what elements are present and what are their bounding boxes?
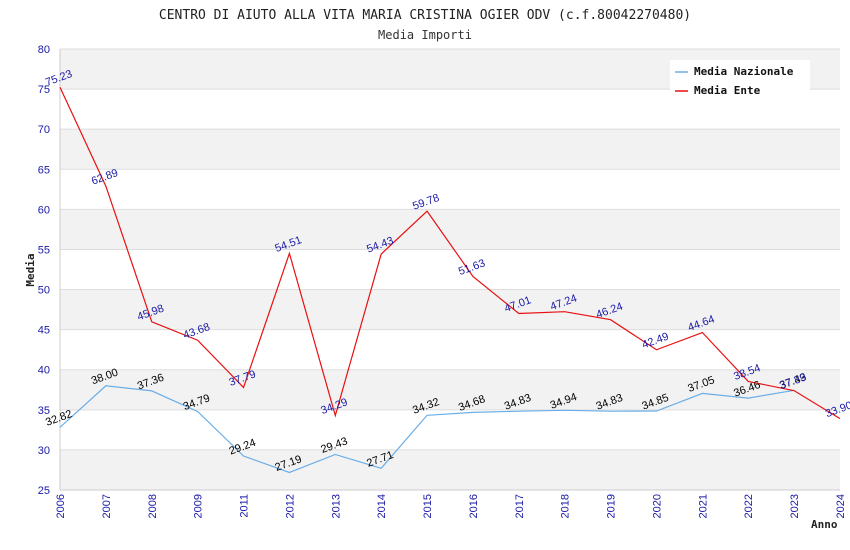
x-tick-label: 2024: [835, 494, 847, 518]
y-tick-label: 65: [38, 164, 50, 176]
x-tick-label: 2018: [560, 494, 572, 518]
x-tick-label: 2017: [514, 494, 526, 518]
x-tick-label: 2019: [606, 494, 618, 518]
x-tick-label: 2022: [743, 494, 755, 518]
x-tick-label: 2014: [376, 494, 388, 518]
x-tick-label: 2016: [468, 494, 480, 518]
gridlines: [60, 48, 840, 491]
x-tick-label: 2023: [789, 494, 801, 518]
y-tick-label: 50: [38, 285, 50, 297]
grid-band: [60, 289, 840, 330]
grid-band: [60, 129, 840, 170]
series-line-nazionale: [59, 385, 795, 474]
x-axis-label: Anno: [811, 518, 838, 531]
y-tick-label: 55: [38, 244, 50, 256]
legend-label-ente: Media Ente: [694, 84, 761, 97]
y-tick-label: 60: [38, 204, 50, 216]
x-axis-ticks: 2006 2007 2008 2009 2011 2012 2013 2014 2015 2016…: [55, 494, 847, 518]
x-tick-label: 2008: [147, 494, 159, 518]
y-tick-label: 35: [38, 405, 50, 417]
grid-bands: [60, 49, 840, 490]
y-tick-label: 40: [38, 365, 50, 377]
series-lines: [59, 86, 841, 474]
y-axis-label: Media: [24, 253, 37, 286]
x-tick-label: 2007: [101, 494, 113, 518]
y-tick-label: 70: [38, 124, 50, 136]
x-tick-label: 2020: [651, 494, 663, 518]
x-tick-label: 2011: [239, 494, 251, 518]
y-tick-label: 75: [38, 84, 50, 96]
y-tick-label: 30: [38, 445, 50, 457]
grid-band: [60, 449, 840, 490]
y-tick-label: 80: [38, 44, 50, 56]
x-tick-label: 2009: [193, 494, 205, 518]
legend: Media Nazionale Media Ente: [670, 60, 810, 100]
x-tick-label: 2015: [422, 494, 434, 518]
x-tick-label: 2006: [55, 494, 67, 518]
x-tick-label: 2012: [284, 494, 296, 518]
legend-label-nazionale: Media Nazionale: [694, 65, 794, 78]
axes: [59, 49, 840, 491]
x-tick-label: 2021: [697, 494, 709, 518]
y-tick-label: 45: [38, 325, 50, 337]
grid-band: [60, 369, 840, 410]
x-tick-label: 2013: [330, 494, 342, 518]
legend-box: [670, 60, 810, 100]
y-axis-ticks: 25 30 35 40 45 50 55 60 65 70 75 80: [38, 44, 50, 497]
series-line-ente: [59, 86, 841, 420]
chart-title: CENTRO DI AIUTO ALLA VITA MARIA CRISTINA…: [159, 8, 691, 23]
y-tick-label: 25: [38, 485, 50, 497]
data-label: 42.49: [640, 331, 670, 352]
chart-subtitle: Media Importi: [378, 28, 472, 42]
